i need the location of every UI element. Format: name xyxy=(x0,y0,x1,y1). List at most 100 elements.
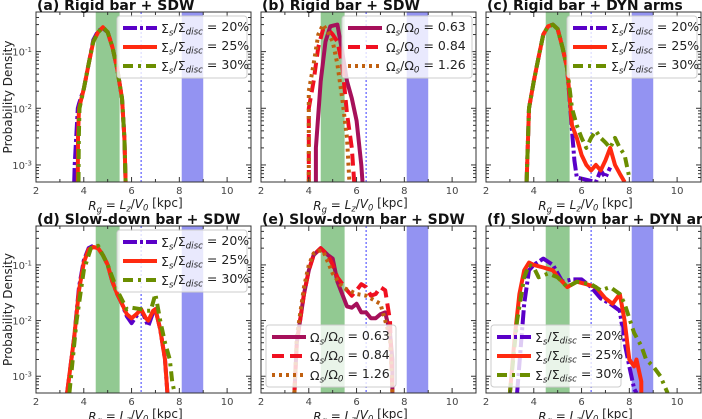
y-tick-label: 10-1​ xyxy=(12,259,32,272)
legend-label: Σs​/Σdisc​ = 30% xyxy=(161,57,249,77)
legend-item: Σs​/Σdisc​ = 25% xyxy=(573,38,699,58)
legend-item: Ωs​/Ω0​ = 0.84 xyxy=(348,38,466,58)
series-line-2 xyxy=(524,22,627,182)
legend-label: Ωs​/Ω0​ = 1.26 xyxy=(386,57,466,77)
blue-band xyxy=(631,226,654,393)
legend-item: Σs​/Σdisc​ = 20% xyxy=(123,19,249,39)
legend-label: Ωs​/Ω0​ = 0.63 xyxy=(310,328,390,348)
panel-title: (e) Slow-down bar + SDW xyxy=(262,212,465,228)
legend-item: Ωs​/Ω0​ = 1.26 xyxy=(348,57,466,77)
legend-item: Ωs​/Ω0​ = 1.26 xyxy=(272,366,390,386)
y-tick-label: 10-3​ xyxy=(12,159,32,172)
panel-f: 2 4 6 8 10 Rg​ = Lz​/V0​ [kpc] (f) Slow-down b… xyxy=(483,212,702,419)
x-tick-label: 8 xyxy=(176,397,182,408)
legend: Σs​/Σdisc​ = 20%Σs​/Σdisc​ = 25%Σs​/Σdis… xyxy=(116,15,249,79)
axes-frame xyxy=(35,11,252,183)
legend-item: Σs​/Σdisc​ = 20% xyxy=(497,328,623,348)
legend-item: Ωs​/Ω0​ = 0.63 xyxy=(272,328,390,348)
y-tick-label: 10-1​ xyxy=(12,46,32,59)
x-tick-label: 6 xyxy=(578,397,584,408)
legend-label: Σs​/Σdisc​ = 25% xyxy=(161,252,249,272)
legend-label: Σs​/Σdisc​ = 30% xyxy=(161,271,249,291)
series-line-2 xyxy=(65,245,170,393)
y-axis-label: Probability Density xyxy=(1,41,15,154)
axes-frame xyxy=(35,225,252,394)
panel-e: 2 4 6 8 10 Rg​ = Lz​/V0​ [kpc] (e) Slow-down b… xyxy=(258,212,477,419)
panel-title: (a) Rigid bar + SDW xyxy=(37,0,194,14)
legend-item: Σs​/Σdisc​ = 30% xyxy=(123,57,249,77)
axes-frame xyxy=(260,225,477,394)
green-band xyxy=(545,12,570,182)
panel-c: 2 4 6 8 10 Rg​ = Lz​/V0​ [kpc] (c) Rigid bar +… xyxy=(483,0,702,215)
x-tick-label: 4 xyxy=(306,186,312,197)
y-tick-label: 10-2​ xyxy=(12,103,32,116)
legend: Σs​/Σdisc​ = 20%Σs​/Σdisc​ = 25%Σs​/Σdis… xyxy=(490,324,623,388)
legend-item: Σs​/Σdisc​ = 20% xyxy=(573,19,699,39)
panel-title: (c) Rigid bar + DYN arms xyxy=(487,0,683,14)
panel-title: (d) Slow-down bar + SDW xyxy=(37,212,240,228)
legend: Σs​/Σdisc​ = 20%Σs​/Σdisc​ = 25%Σs​/Σdis… xyxy=(566,15,699,79)
x-axis-label: Rg​ = Lz​/V0​ [kpc] xyxy=(88,196,182,215)
legend-box xyxy=(116,229,248,293)
axes-frame xyxy=(260,11,477,183)
legend-box xyxy=(265,324,397,388)
legend-item: Σs​/Σdisc​ = 30% xyxy=(123,271,249,291)
legend-label: Σs​/Σdisc​ = 25% xyxy=(611,38,699,58)
legend-label: Ωs​/Ω0​ = 0.84 xyxy=(310,347,390,367)
x-tick-label: 10 xyxy=(446,186,459,197)
x-tick-label: 2 xyxy=(258,397,264,408)
x-tick-label: 8 xyxy=(401,186,407,197)
y-tick-label: 10-2​ xyxy=(12,315,32,328)
series-line-1 xyxy=(313,22,365,182)
series-line-3 xyxy=(524,22,632,182)
series-line-3 xyxy=(76,25,128,182)
green-band xyxy=(95,226,120,393)
legend-item: Ωs​/Ω0​ = 0.63 xyxy=(348,19,466,39)
x-tick-label: 4 xyxy=(306,397,312,408)
x-tick-label: 4 xyxy=(81,186,87,197)
series-line-3 xyxy=(507,262,670,393)
x-tick-label: 2 xyxy=(483,186,489,197)
x-tick-label: 2 xyxy=(483,397,489,408)
legend-item: Σs​/Σdisc​ = 25% xyxy=(497,347,623,367)
x-tick-label: 10 xyxy=(671,186,684,197)
legend-item: Σs​/Σdisc​ = 30% xyxy=(497,366,623,386)
x-axis-label: Rg​ = Lz​/V0​ [kpc] xyxy=(538,196,632,215)
x-tick-label: 10 xyxy=(221,397,234,408)
legend-box xyxy=(341,15,473,79)
legend-label: Σs​/Σdisc​ = 20% xyxy=(161,19,249,39)
x-tick-label: 2 xyxy=(258,186,264,197)
x-tick-label: 2 xyxy=(33,186,39,197)
x-tick-label: 4 xyxy=(531,186,537,197)
x-tick-label: 4 xyxy=(531,397,537,408)
legend-item: Σs​/Σdisc​ = 25% xyxy=(123,38,249,58)
x-axis-label: Rg​ = Lz​/V0​ [kpc] xyxy=(538,407,632,419)
x-tick-label: 8 xyxy=(626,397,632,408)
x-tick-label: 10 xyxy=(446,397,459,408)
legend-label: Σs​/Σdisc​ = 20% xyxy=(161,233,249,253)
panel-title: (f) Slow-down bar + DYN arms xyxy=(487,212,702,228)
axes-frame xyxy=(485,11,702,183)
x-axis-label: Rg​ = Lz​/V0​ [kpc] xyxy=(313,407,407,419)
legend-box xyxy=(566,15,698,79)
legend-box xyxy=(116,15,248,79)
x-axis-label: Rg​ = Lz​/V0​ [kpc] xyxy=(88,407,182,419)
x-axis-label: Rg​ = Lz​/V0​ [kpc] xyxy=(313,196,407,215)
x-tick-label: 8 xyxy=(626,186,632,197)
x-tick-label: 10 xyxy=(221,186,234,197)
x-tick-label: 6 xyxy=(578,186,584,197)
legend-label: Ωs​/Ω0​ = 1.26 xyxy=(310,366,390,386)
legend-item: Ωs​/Ω0​ = 0.84 xyxy=(272,347,390,367)
legend-label: Σs​/Σdisc​ = 25% xyxy=(161,38,249,58)
axes-frame xyxy=(485,225,702,394)
legend-label: Σs​/Σdisc​ = 30% xyxy=(535,366,623,386)
legend-label: Σs​/Σdisc​ = 25% xyxy=(535,347,623,367)
legend-box xyxy=(490,324,622,388)
legend-label: Ωs​/Ω0​ = 0.63 xyxy=(386,19,466,39)
x-tick-label: 6 xyxy=(353,397,359,408)
y-axis-label: Probability Density xyxy=(1,253,15,366)
legend-label: Σs​/Σdisc​ = 20% xyxy=(535,328,623,348)
legend-item: Σs​/Σdisc​ = 25% xyxy=(123,252,249,272)
legend-label: Σs​/Σdisc​ = 30% xyxy=(611,57,699,77)
legend-label: Ωs​/Ω0​ = 0.84 xyxy=(386,38,466,58)
